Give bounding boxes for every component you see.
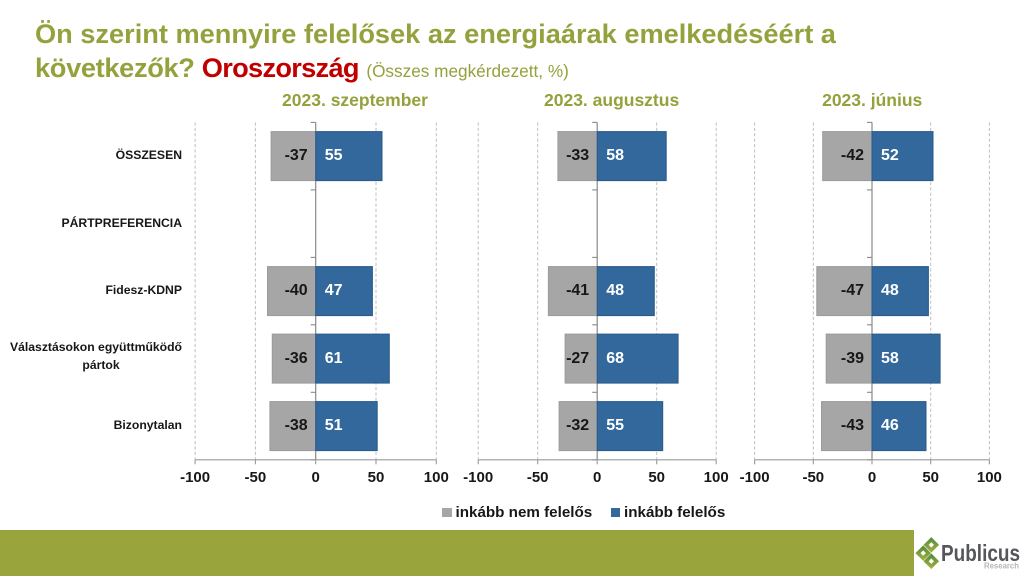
svg-text:Publicus: Publicus bbox=[941, 540, 1020, 566]
svg-text:Research: Research bbox=[984, 562, 1019, 571]
